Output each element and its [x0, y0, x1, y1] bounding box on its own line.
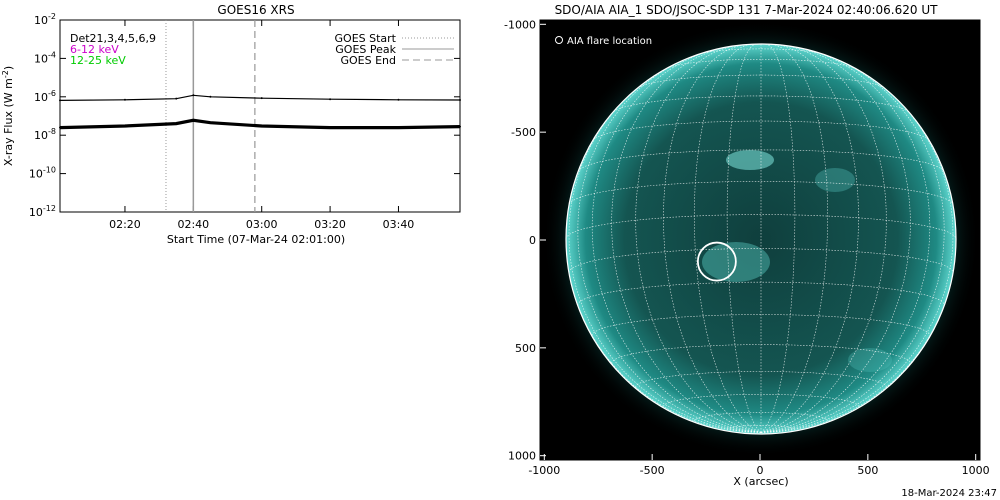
- footer-timestamp: 18-Mar-2024 23:47: [901, 488, 997, 499]
- aia-x-tick-label: 0: [757, 464, 764, 477]
- goes-data-point: [59, 99, 61, 102]
- aia-legend-label: AIA flare location: [567, 36, 652, 47]
- goes-legend-right: GOES Start GOES Peak GOES End: [335, 32, 454, 67]
- legend-goes-start-label: GOES Start: [335, 32, 397, 45]
- legend-entry-6-12kev: 6-12 keV: [70, 43, 119, 56]
- legend-goes-peak-label: GOES Peak: [335, 43, 396, 56]
- goes-series-group: [59, 94, 461, 130]
- grid-longitude-line: [760, 44, 796, 433]
- goes-data-point: [209, 121, 212, 124]
- goes-y-tick-label: 10-10: [29, 166, 56, 181]
- grid-latitude-line: [568, 180, 954, 205]
- goes-y-tick-label: 10-2: [34, 12, 56, 27]
- aia-x-tick-label: 500: [857, 464, 878, 477]
- aia-x-tick-label: -500: [640, 464, 665, 477]
- goes-x-tick-label: 02:20: [109, 218, 141, 231]
- grid-longitude-line: [611, 46, 762, 433]
- active-region-north: [726, 150, 774, 170]
- grid-longitude-line: [760, 55, 945, 433]
- grid-longitude-line: [568, 85, 762, 433]
- grid-longitude-line: [760, 238, 956, 433]
- grid-longitude-line: [760, 85, 954, 433]
- goes-y-tick-label: 10-8: [34, 127, 56, 142]
- goes-data-point: [329, 126, 332, 129]
- goes-data-point: [175, 122, 178, 125]
- goes-y-tick-label: 10-4: [34, 50, 56, 65]
- goes-y-tick-label: 10-12: [29, 204, 56, 219]
- solar-limb: [565, 43, 957, 435]
- goes-data-point: [260, 97, 263, 100]
- goes-x-tick-label: 03:40: [383, 218, 415, 231]
- goes-data-point: [192, 94, 195, 97]
- aia-y-tick-label: -500: [511, 126, 536, 139]
- aia-y-tick-label: 1000: [508, 450, 536, 463]
- flare-location-marker: [696, 241, 737, 282]
- goes-data-point: [175, 97, 178, 100]
- goes-x-tick-label: 02:40: [177, 218, 209, 231]
- aia-x-axis-label: X (arcsec): [733, 475, 788, 488]
- goes-data-point: [459, 99, 461, 102]
- aia-y-tick-label: -1000: [504, 18, 536, 31]
- aia-legend: AIA flare location: [555, 36, 652, 47]
- legend-entry-12-25kev: 12-25 keV: [70, 54, 126, 67]
- grid-latitude-line: [726, 425, 796, 430]
- aia-x-tick-label: 1000: [962, 464, 990, 477]
- legend-entry-detectors: Det21,3,4,5,6,9: [70, 32, 156, 45]
- grid-longitude-line: [760, 48, 931, 433]
- goes-data-point: [459, 125, 461, 128]
- grid-latitude-line: [577, 281, 945, 306]
- grid-longitude-line: [760, 44, 859, 433]
- goes-data-point: [123, 125, 126, 128]
- goes-data-point: [329, 98, 332, 101]
- grid-longitude-line: [577, 55, 762, 433]
- goes-data-point: [192, 119, 195, 122]
- goes-data-point: [397, 126, 400, 129]
- goes-legend-left: Det21,3,4,5,6,9 6-12 keV 12-25 keV: [70, 32, 156, 67]
- goes-y-tick-label: 10-6: [34, 89, 56, 104]
- grid-longitude-line: [663, 44, 762, 433]
- legend-goes-end-label: GOES End: [340, 54, 396, 67]
- goes-data-point: [397, 98, 400, 101]
- goes-event-markers: [165, 20, 256, 212]
- grid-longitude-line: [726, 44, 762, 433]
- goes-data-point: [209, 95, 212, 98]
- grid-longitude-line: [760, 44, 829, 433]
- goes-data-point: [260, 125, 263, 128]
- active-region-west: [815, 168, 855, 192]
- aia-y-tick-label: 500: [515, 342, 536, 355]
- goes-data-point: [123, 98, 126, 101]
- goes-y-axis-label: X-ray Flux (W m-2): [1, 66, 15, 166]
- aia-image-title: SDO/AIA AIA_1 SDO/JSOC-SDP 131 7-Mar-202…: [555, 3, 939, 17]
- aia-y-tick-label: 0: [529, 234, 536, 247]
- goes-x-tick-label: 03:00: [246, 218, 278, 231]
- goes-y-axis: 10-12 10-10 10-8 10-6 10-4 10-2: [29, 12, 460, 219]
- goes-chart-title: GOES16 XRS: [217, 3, 294, 17]
- heliographic-grid: [566, 44, 956, 433]
- aia-x-tick-label: -1000: [528, 464, 560, 477]
- grid-latitude-line: [568, 248, 954, 273]
- goes-plot-frame: [59, 19, 461, 213]
- goes-x-axis: 02:20 02:40 03:00 03:20 03:40: [109, 20, 414, 231]
- grid-longitude-line: [693, 44, 762, 433]
- goes-data-point: [59, 126, 61, 129]
- grid-longitude-line: [760, 46, 911, 433]
- goes-x-axis-label: Start Time (07-Mar-24 02:01:00): [167, 233, 345, 246]
- grid-longitude-line: [566, 238, 762, 433]
- grid-longitude-line: [591, 48, 762, 433]
- legend-circle-icon: [555, 36, 563, 44]
- goes-x-tick-label: 03:20: [314, 218, 346, 231]
- grid-latitude-line: [613, 95, 909, 112]
